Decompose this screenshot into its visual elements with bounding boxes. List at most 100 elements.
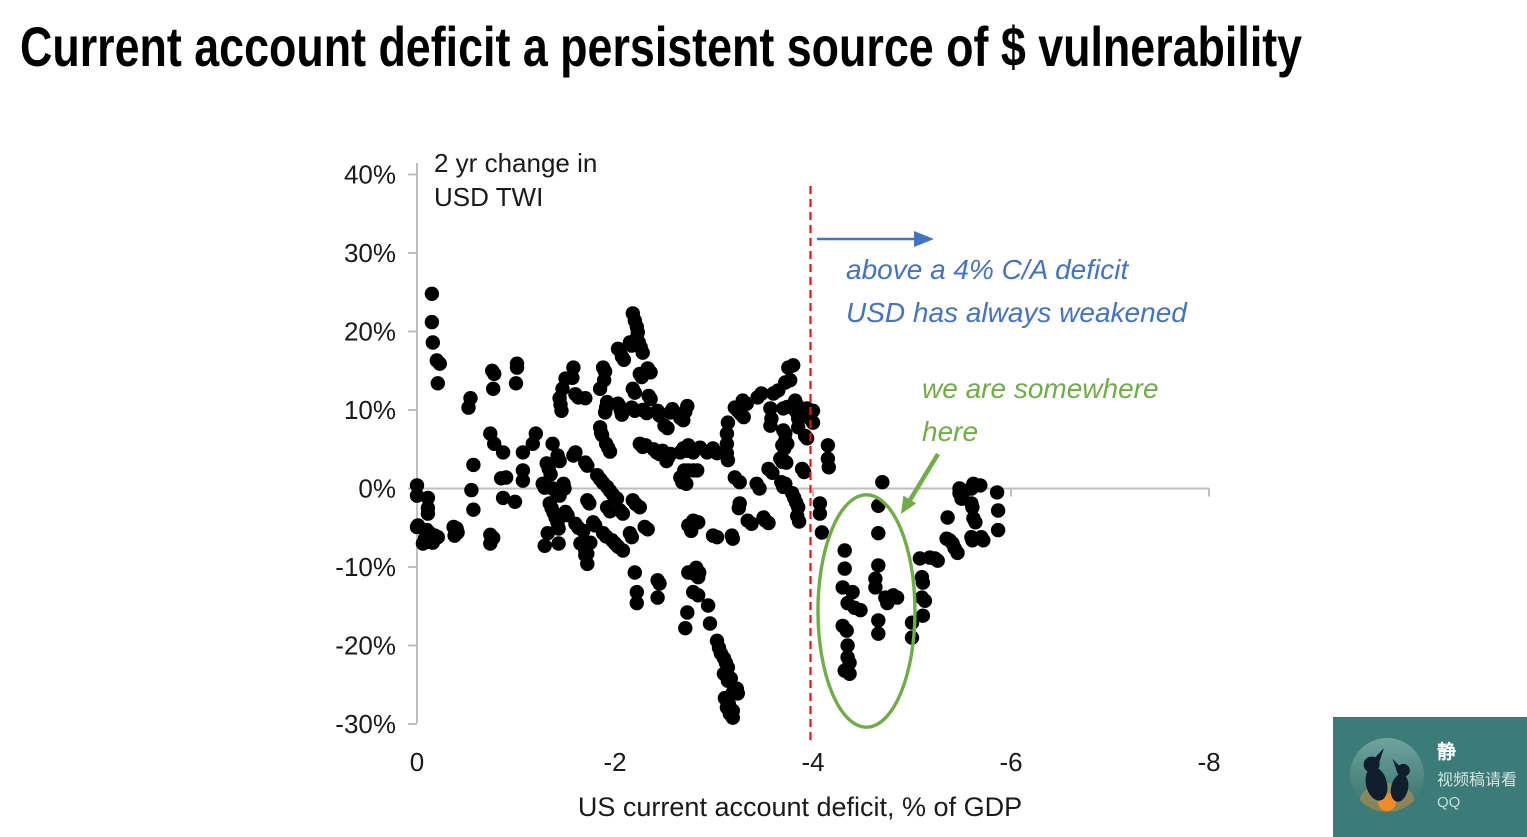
- scatter-point: [871, 558, 886, 573]
- y-tick-label: 10%: [344, 395, 396, 425]
- scatter-point: [989, 485, 1005, 500]
- scatter-point: [602, 504, 618, 519]
- scatter-point: [420, 490, 436, 506]
- scatter-point: [537, 538, 552, 553]
- scatter-point: [493, 471, 509, 486]
- scatter-point: [540, 526, 555, 541]
- scatter-point: [635, 345, 650, 360]
- annotation-blue-line2: USD has always weakened: [846, 297, 1187, 328]
- scatter-point: [761, 515, 776, 531]
- scatter-point: [725, 710, 740, 725]
- annotation-blue: above a 4% C/A deficit USD has always we…: [846, 248, 1187, 334]
- scatter-point: [576, 523, 591, 539]
- scatter-point: [515, 473, 531, 488]
- scatter-point: [486, 381, 501, 396]
- scatter-point: [614, 407, 630, 422]
- scatter-point: [487, 366, 502, 382]
- scatter-point: [709, 530, 725, 545]
- scatter-point: [709, 446, 725, 461]
- scatter-point: [845, 584, 860, 600]
- scatter-point: [720, 415, 736, 430]
- penguins-avatar-image: [1350, 738, 1424, 812]
- scatter-point: [568, 445, 583, 460]
- scatter-point: [964, 481, 979, 496]
- scatter-point: [821, 460, 836, 475]
- scatter-point: [871, 613, 886, 628]
- scatter-point: [557, 481, 572, 496]
- scatter-point: [578, 391, 593, 406]
- scatter-point: [990, 503, 1006, 518]
- scatter-point: [796, 464, 812, 480]
- scatter-point: [875, 475, 890, 490]
- green-arrow-head-icon: [901, 495, 917, 514]
- avatar[interactable]: [1350, 738, 1424, 812]
- message-preview: 视频稿请看: [1437, 772, 1518, 789]
- scatter-point: [976, 533, 991, 548]
- scatter-point: [719, 426, 735, 441]
- scatter-point: [447, 528, 462, 543]
- scatter-point: [679, 476, 694, 491]
- scatter-point: [814, 525, 830, 540]
- scatter-point: [624, 338, 639, 353]
- scatter-point: [754, 386, 769, 401]
- scatter-point: [805, 415, 821, 430]
- scatter-point: [515, 463, 531, 478]
- scatter-point: [495, 445, 511, 460]
- scatter-point: [731, 500, 746, 516]
- scatter-point: [786, 358, 801, 373]
- scatter-point: [627, 385, 642, 400]
- annotation-blue-line1: above a 4% C/A deficit: [846, 254, 1129, 285]
- scatter-point: [509, 360, 525, 375]
- scatter-point: [678, 621, 693, 636]
- scatter-point: [871, 626, 886, 641]
- x-tick-label: -8: [1197, 747, 1220, 777]
- x-tick-label: -4: [801, 747, 824, 777]
- highlight-ellipse: [816, 493, 917, 729]
- scatter-point: [624, 530, 639, 545]
- scatter-point: [744, 516, 759, 531]
- scatter-point: [580, 556, 595, 572]
- scatter-point: [732, 475, 747, 490]
- scatter-point: [692, 565, 707, 580]
- y-axis-note: 2 yr change in USD TWI: [434, 146, 597, 214]
- y-tick-label: 0%: [358, 474, 396, 504]
- scatter-point: [432, 356, 447, 371]
- scatter-point: [915, 575, 931, 590]
- scatter-point: [691, 588, 706, 603]
- scatter-point: [775, 454, 790, 469]
- scatter-point: [853, 603, 868, 618]
- x-axis-title: US current account deficit, % of GDP: [577, 792, 1023, 822]
- scatter-point: [780, 436, 795, 451]
- scatter-point: [461, 400, 476, 415]
- y-tick-label: 20%: [344, 317, 396, 347]
- scatter-point: [629, 584, 644, 600]
- scatter-point: [676, 413, 691, 428]
- scatter-point: [552, 453, 567, 469]
- scatter-point: [545, 436, 560, 451]
- scatter-point: [763, 418, 778, 433]
- scatter-point: [543, 467, 558, 482]
- scatter-point: [466, 457, 481, 473]
- scatter-point: [700, 598, 716, 613]
- scatter-point: [820, 438, 836, 453]
- scatter-point: [424, 314, 440, 330]
- blue-arrow-head-icon: [914, 231, 934, 247]
- scatter-point: [680, 605, 695, 620]
- scatter-point: [736, 409, 751, 425]
- scatter-point: [629, 595, 644, 611]
- qq-notification-widget[interactable]: 静 视频稿请看 QQ: [1333, 717, 1527, 837]
- scatter-point: [602, 444, 618, 459]
- scatter-point: [551, 521, 566, 536]
- y-tick-label: 40%: [344, 160, 396, 190]
- scatter-point: [525, 436, 540, 451]
- scatter-point: [720, 453, 736, 468]
- scatter-point: [639, 405, 654, 421]
- scatter-point: [609, 491, 625, 506]
- y-axis-note-line1: 2 yr change in: [434, 148, 598, 178]
- scatter-point: [464, 482, 479, 498]
- scatter-point: [725, 531, 740, 546]
- scatter-point: [425, 535, 440, 550]
- scatter-point: [495, 490, 511, 506]
- scatter-point: [627, 565, 642, 580]
